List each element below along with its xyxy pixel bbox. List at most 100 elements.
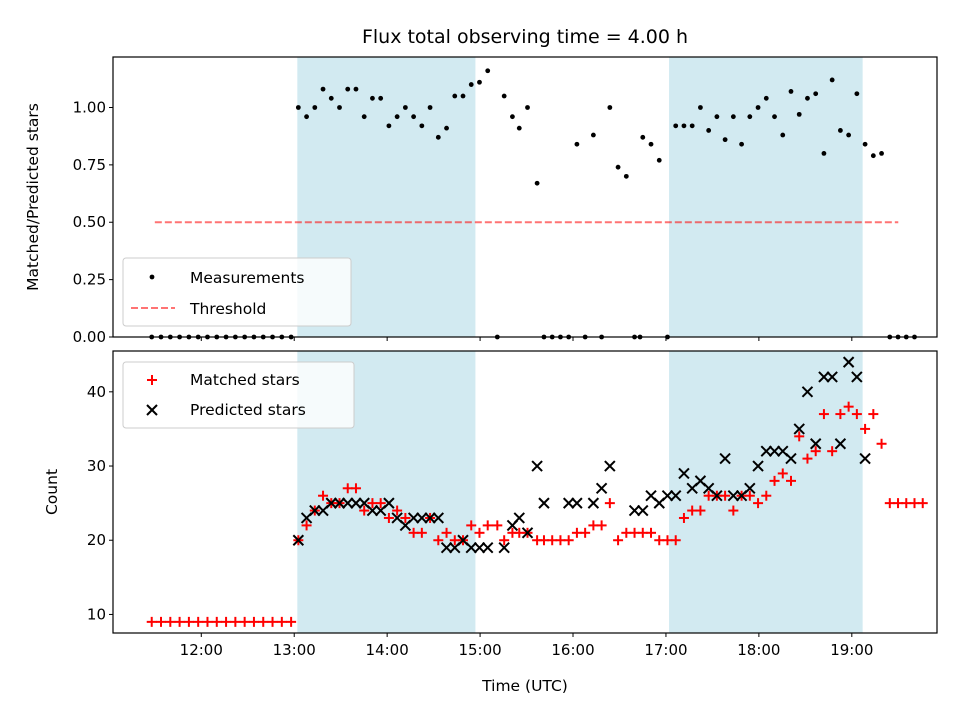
cross-b — [383, 497, 395, 509]
predicted-point — [628, 504, 641, 517]
cross-b — [391, 512, 403, 524]
cross-b — [595, 482, 608, 494]
matched-point — [728, 505, 739, 516]
bottom-shaded-intervals — [297, 351, 863, 633]
matched-point — [646, 527, 657, 538]
matched-point — [211, 616, 222, 627]
measurement-point — [689, 123, 695, 129]
matched-point — [580, 527, 591, 538]
predicted-point — [333, 497, 346, 509]
matched-point — [785, 475, 796, 486]
matched-point — [474, 527, 485, 538]
matched-point — [466, 520, 477, 531]
predicted-point — [744, 482, 756, 494]
matched-point — [876, 438, 887, 449]
measurement-series — [149, 68, 917, 340]
measurement-point — [328, 95, 334, 101]
top-x-ticks — [200, 337, 853, 341]
x-tick-label: 19:00 — [830, 641, 873, 659]
measurement-point — [747, 114, 753, 120]
y-tick-label: 30 — [87, 457, 106, 475]
matched-legend-label: Matched stars — [190, 371, 300, 389]
measurement-point — [829, 77, 835, 83]
measurement-point — [435, 134, 441, 140]
matched-point — [695, 505, 706, 516]
predicted-point — [727, 490, 740, 502]
cross-b — [333, 497, 346, 509]
bottom-x-axis: 12:00 13:00 14:00 15:00 16:00 17:00 18:00 19:00 — [180, 633, 873, 659]
x-tick-label: 15:00 — [458, 641, 501, 659]
matched-point — [165, 616, 176, 627]
cross-b — [465, 541, 477, 554]
measurement-point — [607, 105, 613, 110]
measurement-point — [460, 93, 466, 99]
matched-point — [678, 512, 689, 523]
y-tick-label: 0.50 — [73, 213, 106, 231]
legend-cross — [146, 404, 158, 416]
measurement-point — [640, 134, 646, 140]
predicted-point — [637, 504, 649, 517]
measurement-point — [452, 93, 458, 99]
cross-b — [661, 490, 674, 502]
measurement-point — [837, 128, 843, 133]
matched-point — [868, 409, 879, 420]
top-panel: 0.00 0.25 0.50 0.75 1.00 Matched/Predicted s… — [24, 56, 938, 346]
cross-b — [752, 460, 764, 472]
measurement-point — [574, 141, 580, 147]
cross-b — [424, 512, 436, 524]
predicted-point — [760, 445, 772, 457]
matched-point — [183, 616, 194, 627]
cross-b — [146, 404, 158, 416]
measurement-point — [813, 91, 819, 97]
bottom-plot-frame — [112, 350, 938, 634]
measurement-point — [320, 86, 326, 92]
top-y-axis: 0.00 0.25 0.50 0.75 1.00 — [73, 98, 113, 346]
predicted-point — [366, 504, 379, 517]
matched-point — [769, 475, 780, 486]
matched-point — [392, 505, 403, 516]
matched-point — [835, 409, 846, 420]
cross-b — [809, 438, 822, 450]
predicted-point — [809, 438, 822, 450]
matched-point — [350, 483, 361, 494]
y-tick-label: 0.25 — [73, 271, 106, 289]
measurement-point — [706, 128, 712, 133]
cross-b — [785, 452, 797, 465]
predicted-point — [768, 445, 781, 457]
bottom-y-axis-label: Count — [43, 469, 61, 515]
measurement-point — [312, 105, 318, 110]
measurement-point — [870, 153, 876, 159]
matched-point — [563, 535, 574, 546]
measurement-point — [681, 123, 687, 129]
y-tick-label: 20 — [87, 531, 106, 549]
measurement-point — [854, 91, 860, 97]
predicted-point — [678, 467, 690, 480]
matched-point — [146, 616, 157, 627]
predicted-point — [465, 541, 477, 554]
measurement-point — [739, 141, 744, 147]
cross-b — [473, 541, 486, 554]
measurement-point — [304, 114, 309, 120]
cross-b — [826, 371, 838, 383]
measurement-point — [419, 123, 425, 129]
chart-title: Flux total observing time = 4.00 h — [362, 26, 688, 48]
matched-point — [777, 468, 788, 479]
cross-b — [637, 504, 649, 517]
cross-b — [416, 512, 428, 524]
predicted-point — [595, 482, 608, 494]
cross-b — [744, 482, 756, 494]
matched-point — [221, 616, 232, 627]
measurement-point — [361, 114, 367, 120]
cross-b — [760, 445, 772, 457]
cross-b — [407, 512, 420, 524]
matched-point — [753, 498, 764, 509]
matched-point — [286, 616, 297, 627]
predicted-point — [342, 497, 354, 509]
predicted-point — [826, 371, 838, 383]
predicted-point — [407, 512, 420, 524]
matched-stars-series — [146, 401, 928, 627]
predicted-point — [604, 460, 616, 472]
y-tick-label: 0.75 — [73, 156, 106, 174]
matched-point — [202, 616, 213, 627]
